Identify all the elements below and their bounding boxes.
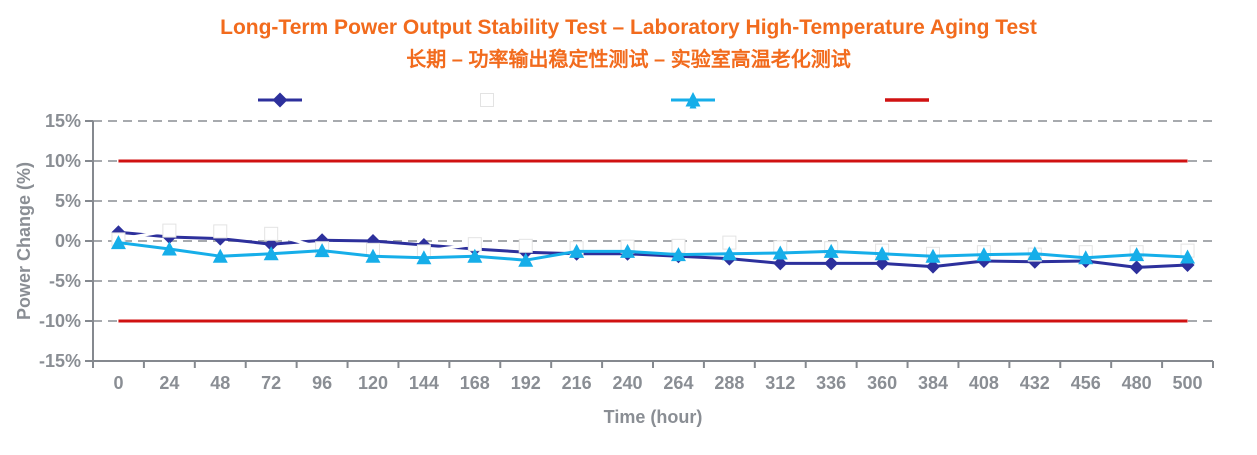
- square-marker: [213, 224, 228, 239]
- triangle-marker: [263, 246, 279, 261]
- navy-diamond-legend-icon: [258, 92, 302, 108]
- square-marker: [518, 238, 533, 253]
- triangle-marker: [1129, 247, 1145, 262]
- triangle-marker: [823, 243, 839, 258]
- legend-item-white-square: [455, 88, 519, 112]
- triangle-marker: [620, 243, 636, 258]
- chart-legend: [0, 88, 1257, 112]
- triangle-marker: [110, 235, 126, 250]
- triangle-marker: [212, 248, 228, 263]
- diamond-marker: [824, 256, 839, 271]
- diamond-marker: [1129, 260, 1144, 275]
- x-tick-label: 48: [210, 373, 230, 393]
- y-tick-label: 15%: [45, 112, 81, 131]
- triangle-marker: [467, 248, 483, 263]
- triangle-marker: [161, 241, 177, 256]
- x-tick-label: 168: [460, 373, 490, 393]
- triangle-marker: [772, 245, 788, 260]
- triangle-marker: [670, 247, 686, 262]
- triangle-marker: [874, 246, 890, 261]
- x-tick-label: 312: [765, 373, 795, 393]
- triangle-marker: [365, 248, 381, 263]
- x-tick-label: 72: [261, 373, 281, 393]
- triangle-marker: [569, 243, 585, 258]
- x-tick-label: 264: [663, 373, 693, 393]
- y-tick-label: 5%: [55, 191, 81, 211]
- triangle-marker: [416, 250, 432, 265]
- triangle-marker: [1027, 246, 1043, 261]
- y-tick-label: -15%: [39, 351, 81, 371]
- triangle-marker: [925, 248, 941, 263]
- x-tick-label: 384: [918, 373, 948, 393]
- x-tick-label: 24: [159, 373, 179, 393]
- cyan-triangle-legend-icon: [671, 92, 715, 109]
- triangle-marker: [976, 247, 992, 262]
- x-tick-label: 0: [113, 373, 123, 393]
- x-axis-title: Time (hour): [604, 407, 703, 427]
- x-tick-label: 240: [613, 373, 643, 393]
- cyan-triangle-series-line: [118, 241, 1188, 262]
- chart-plot-area: 15% 10% 5% 0% -5% -10% -15% 0 24 48 72 96 120 144 168 1…: [14, 112, 1214, 427]
- triangle-marker: [518, 252, 534, 267]
- square-marker: [162, 223, 177, 238]
- x-tick-label: 120: [358, 373, 388, 393]
- x-tick-label: 480: [1122, 373, 1152, 393]
- chart-subtitle: 长期 – 功率输出稳定性测试 – 实验室高温老化测试: [406, 49, 851, 71]
- x-tick-label: 144: [409, 373, 439, 393]
- diamond-marker: [773, 256, 788, 271]
- diamond-marker: [1027, 254, 1042, 269]
- x-tick-label: 432: [1020, 373, 1050, 393]
- triangle-marker: [1078, 250, 1094, 265]
- white-square-legend-icon: [465, 93, 509, 107]
- legend-item-cyan-triangle: [661, 88, 725, 112]
- x-tick-label: 216: [562, 373, 592, 393]
- x-tick-label: 96: [312, 373, 332, 393]
- y-tick-label: 10%: [45, 151, 81, 171]
- x-tick-label: 288: [714, 373, 744, 393]
- y-tick-label: -5%: [49, 271, 81, 291]
- red-limit-legend-icon: [885, 98, 929, 102]
- chart-title: Long-Term Power Output Stability Test – …: [220, 16, 1037, 39]
- triangle-marker: [314, 243, 330, 258]
- x-tick-label: 336: [816, 373, 846, 393]
- y-tick-label: -10%: [39, 311, 81, 331]
- x-tick-label: 500: [1173, 373, 1203, 393]
- y-axis-title: Power Change (%): [14, 162, 34, 320]
- legend-item-navy-diamond: [248, 88, 312, 112]
- x-tick-label: 192: [511, 373, 541, 393]
- x-tick-label: 360: [867, 373, 897, 393]
- diamond-marker: [926, 259, 940, 274]
- triangle-marker: [721, 246, 737, 261]
- legend-item-limit-line: [875, 88, 939, 112]
- triangle-marker: [1180, 249, 1196, 264]
- y-tick-label: 0%: [55, 231, 81, 251]
- x-tick-label: 408: [969, 373, 999, 393]
- x-tick-label: 456: [1071, 373, 1101, 393]
- square-marker: [264, 226, 279, 241]
